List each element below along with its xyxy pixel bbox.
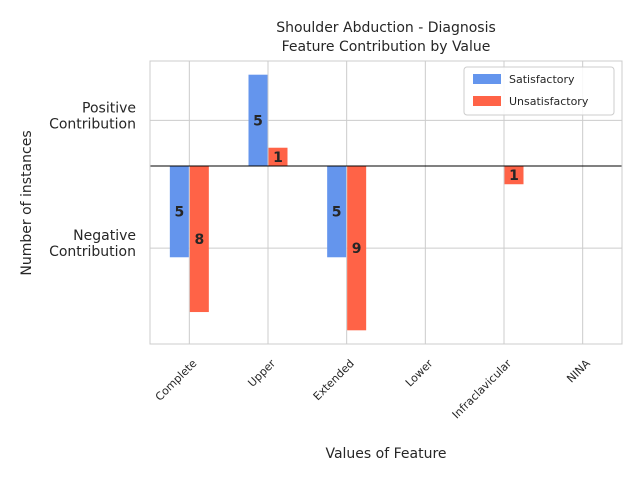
chart-title-line-2: Feature Contribution by Value [282,39,491,55]
bar-value-label: 8 [194,232,204,248]
bar-value-label: 9 [352,241,362,257]
bar-value-label: 1 [273,150,283,166]
bar-unsatisfactory-extended [347,165,367,331]
x-tick-label: NINA [564,357,593,386]
y-tick-label: Contribution [49,116,136,132]
bar-satisfactory-upper [248,74,268,166]
x-tick-label: Extended [311,357,357,403]
bar-value-label: 1 [509,168,519,184]
bar-satisfactory-extended [327,165,347,258]
legend-label: Unsatisfactory [509,95,589,108]
x-tick-label: Complete [153,357,200,404]
bar-satisfactory-complete [169,165,189,258]
bar-unsatisfactory-upper [268,147,288,166]
chart-title-line-1: Shoulder Abduction - Diagnosis [276,20,496,36]
y-tick-label: Negative [73,228,136,244]
bar-value-label: 5 [253,113,263,129]
bar-unsatisfactory-infraclavicular [504,165,524,185]
legend-swatch [473,96,501,106]
legend: Satisfactory Unsatisfactory [463,66,615,116]
x-tick-labels: Complete Upper Extended Lower Infraclavicula… [153,357,593,422]
bar-value-label: 5 [332,205,342,221]
bar-unsatisfactory-complete [189,165,209,313]
bar-value-label: 5 [174,205,184,221]
y-tick-label: Contribution [49,244,136,260]
x-axis-label: Values of Feature [325,446,446,462]
y-tick-label: Positive [82,100,136,116]
legend-label: Satisfactory [509,73,575,86]
bars [169,74,524,331]
plot-frame [149,60,623,345]
y-axis-label: Number of instances [19,130,35,275]
legend-frame [463,66,615,116]
legend-swatch [473,74,501,84]
x-tick-label: Infraclavicular [450,357,515,422]
x-tick-label: Lower [403,357,436,390]
x-tick-label: Upper [245,357,278,390]
